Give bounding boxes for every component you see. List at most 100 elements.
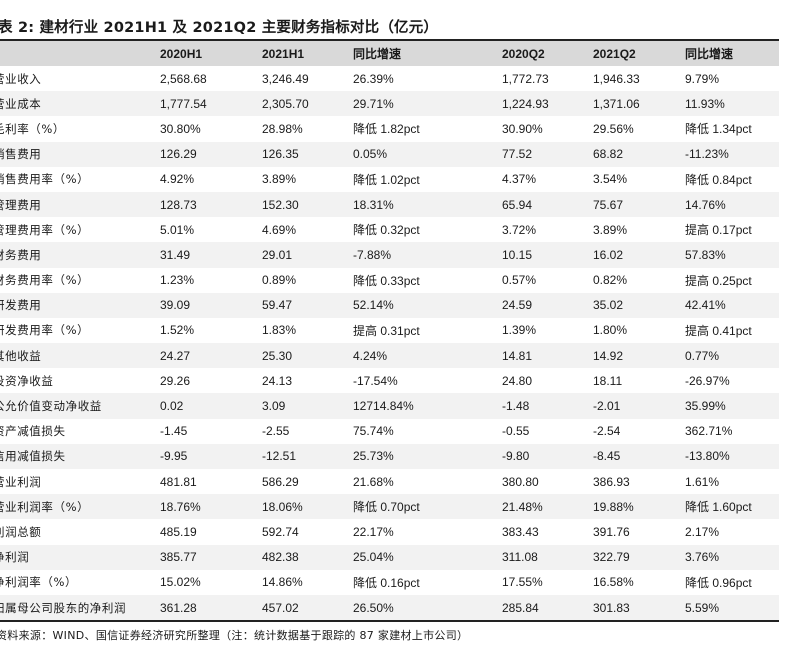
table-row: 营业收入 2,568.68 3,246.49 26.39% 1,772.73 1,946.… [0, 66, 779, 91]
h1-yoy-cell: 降低 1.02pct [353, 172, 420, 187]
table-header: 2020H1 2021H1 同比增速 2020Q2 2021Q2 同比增速 [0, 41, 779, 66]
table-row: 管理费用 128.73 152.30 18.31% 65.94 75.67 14.76% [0, 191, 779, 218]
indicator-cell: 净利润率（%） [0, 575, 78, 590]
q2-2020-cell: 3.72% [502, 222, 537, 237]
h1-2020-cell: -9.95 [160, 449, 188, 464]
h1-yoy-cell: 26.50% [353, 600, 394, 615]
h1-yoy-cell: 26.39% [353, 71, 394, 86]
q2-2021-cell: 1,946.33 [593, 71, 640, 86]
h1-yoy-cell: 降低 0.70pct [353, 500, 420, 515]
table-row: 净利润 385.77 482.38 25.04% 311.08 322.79 3.76% [0, 544, 779, 570]
q2-2020-cell: 285.84 [502, 600, 539, 615]
h1-2020-cell: 361.28 [160, 600, 197, 615]
q2-yoy-cell: 5.59% [685, 600, 720, 615]
indicator-cell: 财务费用 [0, 247, 42, 262]
indicator-cell: 营业收入 [0, 71, 42, 86]
table-row: 财务费用 31.49 29.01 -7.88% 10.15 16.02 57.83% [0, 242, 779, 268]
q2-yoy-cell: 提高 0.17pct [685, 223, 752, 238]
h1-2021-cell: 3.09 [262, 399, 286, 414]
h1-2021-cell: 59.47 [262, 298, 293, 313]
h1-2021-cell: -12.51 [262, 449, 297, 464]
q2-yoy-cell: 2.17% [685, 524, 720, 539]
q2-2021-cell: 14.92 [593, 348, 624, 363]
q2-yoy-cell: -13.80% [685, 449, 730, 464]
q2-2021-cell: 1,371.06 [593, 96, 640, 111]
h1-2020-cell: 29.26 [160, 373, 191, 388]
indicator-cell: 财务费用率（%） [0, 273, 90, 288]
h1-2020-cell: 18.76% [160, 499, 201, 514]
q2-2021-cell: -8.45 [593, 449, 621, 464]
h1-2020-cell: 1,777.54 [160, 96, 207, 111]
h1-2021-cell: 1.83% [262, 323, 297, 338]
h1-2021-cell: 29.01 [262, 247, 293, 262]
h1-2020-cell: 128.73 [160, 197, 197, 212]
h1-2020-cell: 5.01% [160, 222, 195, 237]
table-row: 销售费用 126.29 126.35 0.05% 77.52 68.82 -11.23% [0, 141, 779, 167]
indicator-cell: 管理费用 [0, 197, 42, 212]
q2-2020-cell: 17.55% [502, 575, 543, 590]
h1-yoy-cell: 22.17% [353, 524, 394, 539]
h1-2021-cell: 3.89% [262, 172, 297, 187]
q2-2020-cell: 380.80 [502, 474, 539, 489]
indicator-cell: 净利润 [0, 550, 30, 565]
h1-2021-cell: -2.55 [262, 424, 290, 439]
h1-2021-cell: 586.29 [262, 474, 299, 489]
q2-2021-cell: 386.93 [593, 474, 630, 489]
h1-2021-cell: 482.38 [262, 550, 299, 565]
q2-2020-cell: 24.80 [502, 373, 533, 388]
q2-2020-cell: -0.55 [502, 424, 530, 439]
h1-2021-cell: 592.74 [262, 524, 299, 539]
q2-yoy-cell: 提高 0.41pct [685, 323, 752, 338]
h1-2021-cell: 24.13 [262, 373, 293, 388]
q2-2020-cell: 77.52 [502, 147, 533, 162]
h1-yoy-cell: 降低 1.82pct [353, 122, 420, 137]
q2-2021-cell: 3.54% [593, 172, 628, 187]
h1-yoy-cell: 29.71% [353, 96, 394, 111]
header-cell-h1-yoy: 同比增速 [353, 47, 402, 61]
h1-2020-cell: 15.02% [160, 575, 201, 590]
h1-2020-cell: 0.02 [160, 399, 184, 414]
q2-2021-cell: 16.58% [593, 575, 634, 590]
header-cell-indicator [0, 41, 154, 66]
table-row: 归属母公司股东的净利润 361.28 457.02 26.50% 285.84 301.8… [0, 594, 779, 621]
indicator-cell: 营业成本 [0, 96, 42, 111]
table-row: 资产减值损失 -1.45 -2.55 75.74% -0.55 -2.54 362.71% [0, 419, 779, 444]
indicator-cell: 管理费用率（%） [0, 222, 90, 237]
header-cell-2021q2: 2021Q2 [593, 46, 636, 61]
header-cell-2021h1: 2021H1 [262, 46, 305, 61]
indicator-cell: 其他收益 [0, 348, 42, 363]
indicator-cell: 信用减值损失 [0, 449, 66, 464]
h1-2020-cell: 39.09 [160, 298, 191, 313]
q2-2021-cell: 68.82 [593, 147, 624, 162]
q2-2021-cell: 1.80% [593, 323, 628, 338]
indicator-cell: 归属母公司股东的净利润 [0, 600, 127, 615]
q2-2021-cell: 322.79 [593, 550, 630, 565]
q2-2020-cell: -9.80 [502, 449, 530, 464]
q2-2021-cell: 19.88% [593, 499, 634, 514]
h1-2021-cell: 4.69% [262, 222, 297, 237]
h1-2020-cell: 126.29 [160, 147, 197, 162]
h1-2020-cell: 30.80% [160, 121, 201, 136]
h1-yoy-cell: 25.04% [353, 550, 394, 565]
q2-2021-cell: 301.83 [593, 600, 630, 615]
table-row: 财务费用率（%） 1.23% 0.89% 降低 0.33pct 0.57% 0.82% 提高… [0, 268, 779, 293]
q2-yoy-cell: 11.93% [685, 96, 725, 111]
indicator-cell: 资产减值损失 [0, 424, 66, 439]
h1-2020-cell: 1.23% [160, 273, 195, 288]
table-row: 营业利润率（%） 18.76% 18.06% 降低 0.70pct 21.48% 19.8… [0, 494, 779, 520]
table-row: 营业利润 481.81 586.29 21.68% 380.80 386.93 1.61% [0, 469, 779, 494]
table-row: 其他收益 24.27 25.30 4.24% 14.81 14.92 0.77% [0, 343, 779, 369]
table-row: 销售费用率（%） 4.92% 3.89% 降低 1.02pct 4.37% 3.54% 降低… [0, 167, 779, 192]
table-row: 研发费用 39.09 59.47 52.14% 24.59 35.02 42.41% [0, 292, 779, 318]
q2-2021-cell: -2.01 [593, 399, 621, 414]
financial-indicators-table: 2020H1 2021H1 同比增速 2020Q2 2021Q2 同比增速 营业… [0, 41, 779, 621]
h1-yoy-cell: 降低 0.32pct [353, 223, 420, 238]
q2-yoy-cell: 57.83% [685, 247, 726, 262]
h1-yoy-cell: 75.74% [353, 424, 394, 439]
indicator-cell: 投资净收益 [0, 373, 54, 388]
q2-2021-cell: 16.02 [593, 247, 624, 262]
h1-2020-cell: 24.27 [160, 348, 191, 363]
q2-2021-cell: 391.76 [593, 524, 630, 539]
table-bottom-rule [0, 620, 779, 622]
h1-2020-cell: 385.77 [160, 550, 197, 565]
